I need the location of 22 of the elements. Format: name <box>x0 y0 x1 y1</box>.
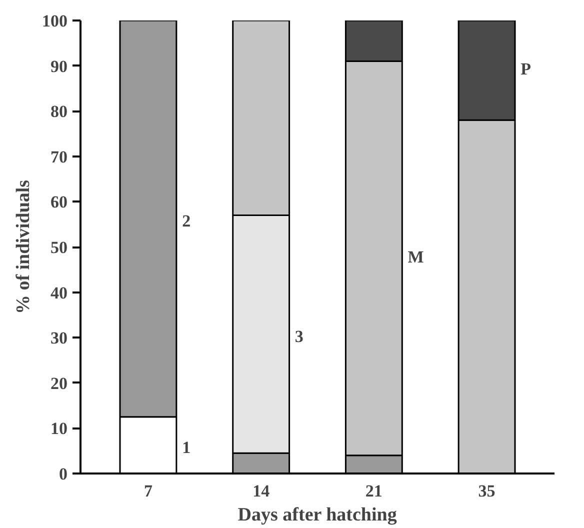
series-label: 1 <box>182 438 191 458</box>
x-tick-label: 21 <box>365 482 382 500</box>
series-label: 2 <box>182 212 191 231</box>
x-tick-label: 35 <box>478 482 496 500</box>
series-label: P <box>520 59 532 78</box>
y-tick-label: 20 <box>50 374 68 393</box>
x-tick-label: 14 <box>252 482 270 500</box>
series-label: 3 <box>294 327 304 346</box>
y-tick-label: 100 <box>42 12 68 30</box>
y-tick-label: 70 <box>50 147 68 166</box>
y-tick-label: 30 <box>50 328 68 348</box>
y-tick-label: 50 <box>50 238 68 257</box>
y-tick-label: 40 <box>50 283 68 302</box>
x-axis-title: Days after hatching <box>238 504 398 526</box>
y-tick-label: 90 <box>50 56 68 76</box>
y-tick-label: 10 <box>50 419 68 438</box>
series-label: M <box>408 247 424 266</box>
y-tick-label: 60 <box>50 192 68 212</box>
y-axis-title: % of individuals <box>13 180 34 314</box>
y-tick-label: 80 <box>50 102 68 122</box>
y-tick-label: 0 <box>59 464 68 484</box>
x-tick-label: 7 <box>144 482 153 500</box>
